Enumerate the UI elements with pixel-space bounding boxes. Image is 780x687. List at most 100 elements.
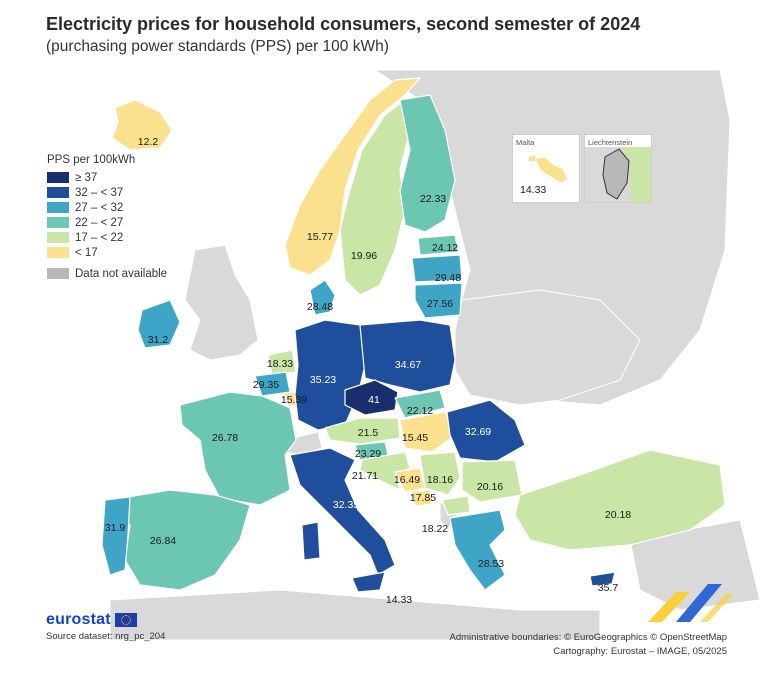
country-belgium [254, 371, 291, 397]
source-note: Source dataset: nrg_pc_204 [46, 631, 166, 642]
legend-swatch [47, 268, 69, 279]
brand-stripes [648, 584, 734, 622]
country-sardinia [301, 521, 321, 561]
value-label-luxembourg: 15.39 [281, 394, 307, 406]
country-north-macedonia [441, 495, 471, 516]
eurostat-logo: eurostat [46, 611, 137, 629]
value-label-montenegro: 17.85 [410, 492, 436, 504]
value-label-denmark: 28.48 [307, 301, 333, 313]
value-label-romania: 32.69 [465, 426, 491, 438]
country-sicily [351, 571, 386, 593]
legend-title: PPS per 100kWh [47, 154, 136, 166]
country-slovakia [394, 389, 446, 419]
legend-label: 17 – < 22 [75, 231, 124, 244]
value-label-norway: 15.77 [307, 231, 333, 243]
legend-label: 27 – < 32 [75, 201, 124, 214]
legend-label: < 17 [75, 246, 98, 259]
value-label-france: 26.78 [212, 432, 238, 444]
country-ireland [137, 299, 181, 349]
country-sweden [339, 99, 411, 296]
value-label-austria: 21.5 [358, 427, 379, 439]
value-label-spain: 26.84 [150, 535, 176, 547]
value-label-ireland: 31.2 [148, 334, 169, 346]
map-legend: PPS per 100kWh ≥ 37 32 – < 37 27 – < 32 … [47, 154, 167, 281]
country-estonia [417, 234, 459, 256]
value-label-germany: 35.23 [310, 374, 336, 386]
country-hungary [399, 411, 456, 453]
legend-item: 27 – < 32 [47, 200, 167, 215]
value-label-greece: 28.53 [478, 558, 504, 570]
legend-swatch [47, 217, 69, 228]
eu-flag-icon [114, 613, 137, 627]
malta-shape [529, 155, 569, 184]
country-denmark [309, 279, 336, 316]
value-label-slovenia: 23.29 [355, 448, 381, 460]
value-label-netherlands: 18.33 [267, 358, 293, 370]
legend-item: ≥ 37 [47, 170, 167, 185]
value-label-malta: 14.33 [386, 594, 412, 606]
legend-label: 32 – < 37 [75, 186, 124, 199]
legend-item: 22 – < 27 [47, 215, 167, 230]
country-greece [449, 509, 506, 591]
country-italy [289, 447, 396, 576]
value-labels: 12.2 15.77 19.96 22.33 24.12 29.48 27.56… [105, 136, 632, 606]
country-portugal [101, 496, 131, 576]
map-title: Electricity prices for household consume… [46, 14, 641, 34]
value-label-latvia: 29.48 [435, 272, 461, 284]
legend-swatch [47, 247, 69, 258]
credits: Administrative boundaries: © EuroGeograp… [450, 631, 728, 659]
inset-malta: Malta 14.33 [512, 134, 580, 203]
country-montenegro [411, 489, 433, 507]
country-latvia [411, 254, 463, 283]
country-shapes [101, 77, 726, 593]
value-label-north-macedonia: 18.22 [422, 523, 448, 535]
country-bulgaria [461, 459, 523, 503]
value-label-sweden: 19.96 [351, 250, 377, 262]
legend-label: Data not available [75, 267, 168, 280]
value-label-finland: 22.33 [420, 193, 446, 205]
legend-swatch [47, 202, 69, 213]
country-czechia [344, 379, 399, 416]
value-label-slovakia: 22.12 [407, 405, 433, 417]
country-netherlands [267, 349, 297, 376]
country-finland [399, 94, 456, 233]
legend-swatch [47, 172, 69, 183]
inset-liechtenstein: Liechtenstein [584, 134, 652, 203]
legend-item: < 17 [47, 245, 167, 260]
boundaries-credit: Administrative boundaries: © EuroGeograp… [449, 632, 728, 643]
value-label-lithuania: 27.56 [427, 298, 453, 310]
country-norway [284, 77, 421, 276]
value-label-bosnia: 16.49 [394, 474, 420, 486]
value-label-iceland: 12.2 [138, 136, 159, 148]
map-subtitle: (purchasing power standards (PPS) per 10… [46, 38, 389, 55]
value-label-poland: 34.67 [395, 359, 421, 371]
liechtenstein-shape [585, 147, 651, 202]
legend-label: ≥ 37 [75, 171, 98, 184]
value-label-serbia: 18.16 [427, 474, 453, 486]
country-spain [109, 489, 251, 591]
value-label-croatia: 21.71 [352, 470, 378, 482]
country-serbia [419, 451, 461, 496]
legend-item: 17 – < 22 [47, 230, 167, 245]
country-cyprus [589, 571, 616, 587]
cartography-credit: Cartography: Eurostat – IMAGE, 05/2025 [553, 646, 727, 657]
value-label-bulgaria: 20.16 [477, 481, 503, 493]
country-romania [446, 399, 526, 463]
value-label-hungary: 15.45 [402, 432, 428, 444]
inset-liechtenstein-label: Liechtenstein [588, 138, 633, 147]
legend-swatch [47, 187, 69, 198]
country-croatia [359, 451, 411, 491]
eurostat-logo-text: eurostat [46, 611, 111, 628]
value-label-estonia: 24.12 [432, 242, 458, 254]
non-member-uk [184, 244, 259, 361]
value-label-belgium: 29.35 [253, 379, 279, 391]
country-france [179, 391, 297, 506]
value-label-portugal: 31.9 [105, 522, 126, 534]
value-label-italy: 32.35 [333, 499, 359, 511]
legend-item: 32 – < 37 [47, 185, 167, 200]
value-label-czechia: 41 [368, 394, 380, 406]
inset-malta-label: Malta [516, 138, 535, 147]
non-member-north-africa [109, 589, 601, 641]
